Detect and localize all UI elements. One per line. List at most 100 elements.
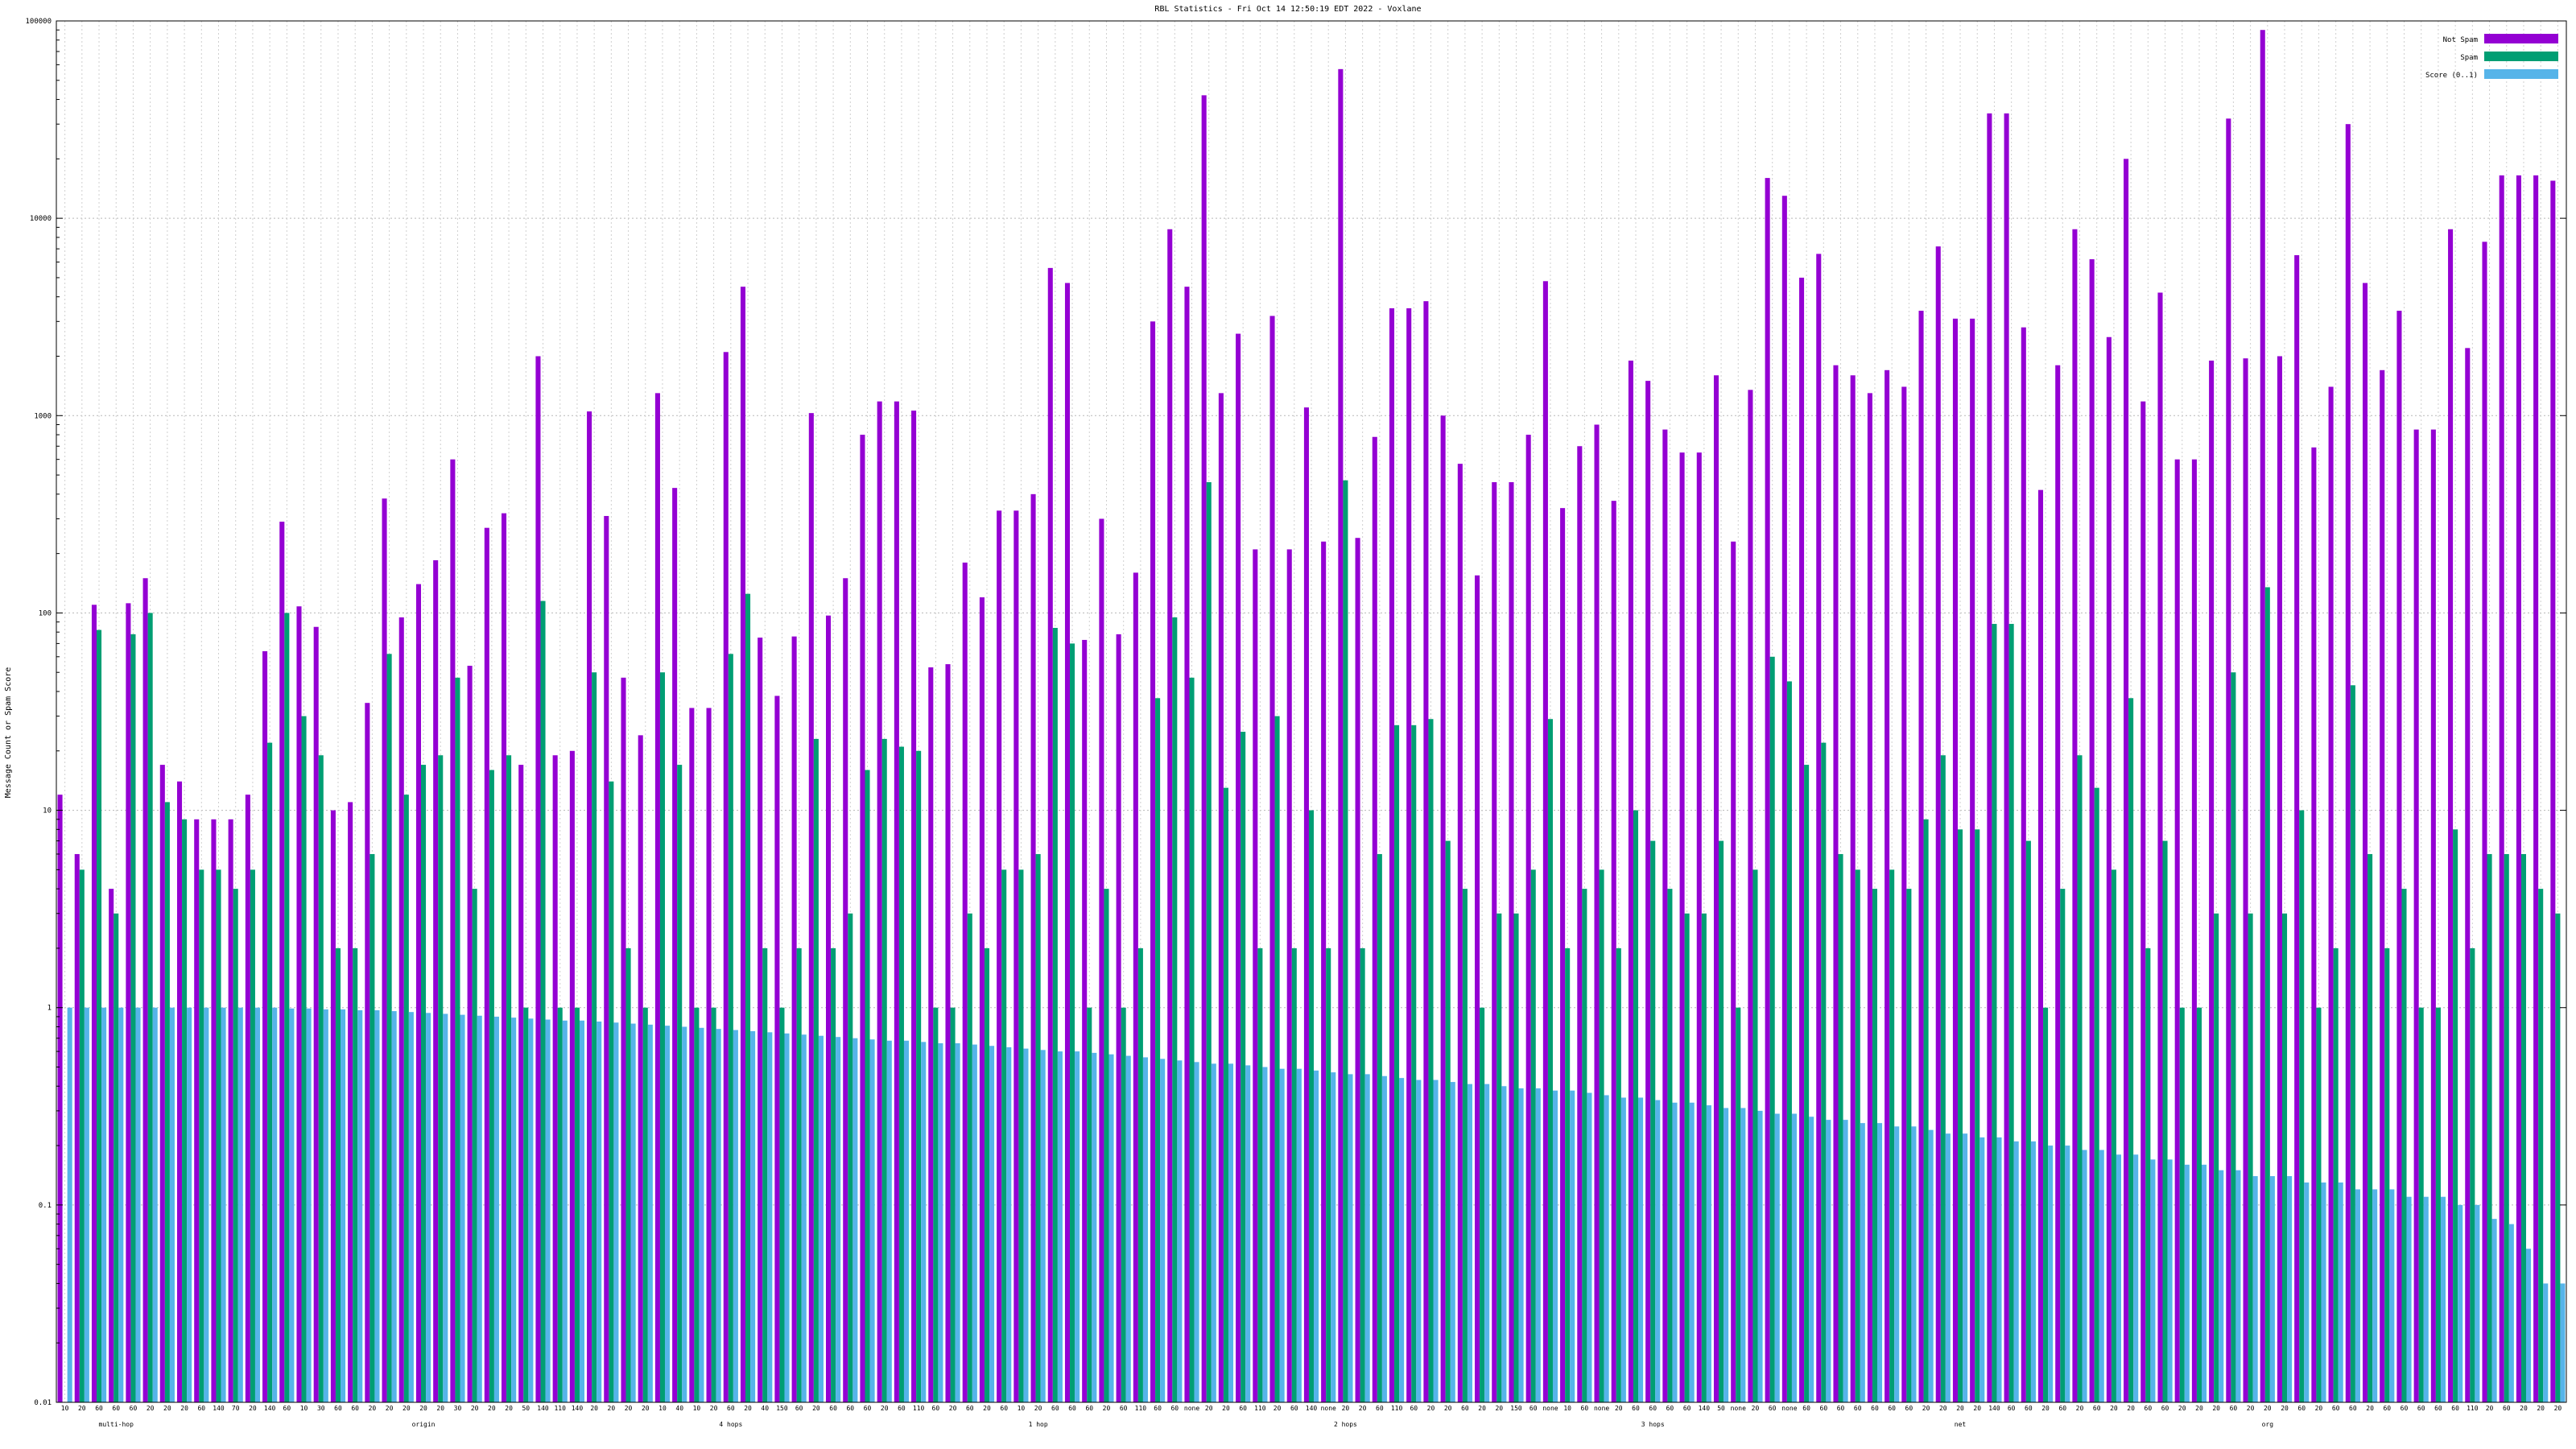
y-tick-label: 0.1: [39, 1202, 52, 1210]
bar-not-spam: [1885, 369, 1890, 1402]
x-category-label: 60: [1051, 1405, 1059, 1412]
bar-spam: [1121, 1007, 1126, 1402]
bar-not-spam: [758, 638, 763, 1402]
bar-not-spam: [1918, 310, 1924, 1403]
bar-not-spam: [997, 510, 1002, 1402]
bar-score: [2116, 1154, 2122, 1402]
bar-spam: [2401, 889, 2407, 1402]
bar-not-spam: [262, 650, 268, 1402]
bar-score: [306, 1008, 312, 1402]
legend-swatch: [2484, 52, 2558, 61]
x-axis-labels: 10 20 60 60 60 20 20 20 60 140 70 20 140 60 10 30 60 60 20…: [61, 1405, 2562, 1428]
x-category-label: 60: [130, 1405, 138, 1412]
bar-score: [2406, 1196, 2412, 1402]
bar-not-spam: [894, 401, 899, 1403]
bar-spam: [796, 947, 802, 1402]
bar-spam: [2538, 889, 2544, 1402]
bar-spam: [1906, 889, 1912, 1402]
bar-not-spam: [1901, 386, 1907, 1402]
x-category-label: 60: [2383, 1405, 2391, 1412]
bar-spam: [1360, 947, 1365, 1402]
bar-not-spam: [2533, 175, 2539, 1402]
bar-spam: [182, 819, 188, 1402]
bar-score: [1142, 1057, 1148, 1402]
bar-score: [1706, 1105, 1711, 1402]
bar-score: [1689, 1102, 1695, 1402]
bar-not-spam: [621, 677, 626, 1402]
bar-not-spam: [2174, 459, 2180, 1402]
bar-not-spam: [2465, 348, 2471, 1402]
bar-spam: [147, 613, 153, 1402]
x-category-label: 60: [864, 1405, 872, 1412]
x-category-label: 20: [1752, 1405, 1760, 1412]
bar-not-spam: [2072, 229, 2078, 1402]
x-category-label: 20: [642, 1405, 650, 1412]
bar-not-spam: [1218, 393, 1224, 1403]
x-category-label: 60: [1581, 1405, 1589, 1412]
x-category-label: 20: [249, 1405, 257, 1412]
x-category-label: 60: [2434, 1405, 2442, 1412]
x-category-note: multi-hop: [99, 1421, 134, 1428]
x-category-label: 60: [112, 1405, 120, 1412]
bar-score: [2475, 1204, 2480, 1402]
bar-spam: [1087, 1007, 1092, 1402]
x-category-label: 20: [1103, 1405, 1111, 1412]
x-category-label: 20: [147, 1405, 155, 1412]
bar-spam: [1786, 681, 1792, 1402]
bar-score: [955, 1042, 960, 1402]
bar-not-spam: [1560, 508, 1566, 1402]
x-category-label: 50: [522, 1405, 530, 1412]
x-category-note: origin: [412, 1421, 436, 1428]
bar-score: [1963, 1133, 1968, 1402]
x-category-note: 4 hops: [719, 1421, 742, 1428]
bar-not-spam: [843, 578, 848, 1402]
bar-spam: [2435, 1007, 2441, 1402]
x-category-label: 20: [1034, 1405, 1042, 1412]
bar-not-spam: [2209, 360, 2215, 1402]
bar-not-spam: [57, 795, 63, 1402]
bar-score: [1587, 1092, 1592, 1402]
bar-not-spam: [1577, 446, 1583, 1403]
x-category-label: 20: [2281, 1405, 2289, 1412]
bar-not-spam: [382, 498, 387, 1402]
bar-score: [135, 1007, 141, 1402]
x-category-label: 20: [2264, 1405, 2272, 1412]
bar-not-spam: [1799, 277, 1805, 1402]
x-category-label: 140: [1306, 1405, 1318, 1412]
bar-score: [903, 1040, 910, 1402]
bar-spam: [1274, 716, 1280, 1402]
bar-not-spam: [569, 750, 575, 1402]
bar-spam: [1872, 889, 1877, 1402]
x-category-label: 20: [1478, 1405, 1486, 1412]
x-category-note: 3 hops: [1641, 1421, 1665, 1428]
bar-spam: [2248, 913, 2253, 1402]
x-category-label: 60: [2058, 1405, 2066, 1412]
bar-score: [1450, 1082, 1455, 1402]
bar-not-spam: [1389, 308, 1395, 1402]
legend-swatch: [2484, 34, 2558, 43]
bar-score: [1075, 1051, 1080, 1402]
x-category-label: 60: [334, 1405, 342, 1412]
bar-score: [836, 1037, 841, 1402]
x-category-label: none: [1321, 1405, 1336, 1412]
bar-not-spam: [1047, 267, 1053, 1402]
bar-score: [699, 1027, 704, 1402]
bar-spam: [2008, 624, 2014, 1402]
bar-not-spam: [1321, 541, 1327, 1402]
bar-not-spam: [1406, 308, 1412, 1402]
bar-spam: [694, 1007, 700, 1402]
bar-not-spam: [1269, 316, 1275, 1403]
bar-score: [545, 1019, 551, 1402]
bar-spam: [1582, 889, 1587, 1402]
bar-score: [921, 1042, 927, 1402]
bar-score: [1860, 1123, 1865, 1402]
bar-not-spam: [279, 522, 285, 1403]
x-category-label: 110: [554, 1405, 566, 1412]
bar-not-spam: [911, 411, 917, 1402]
y-tick-label: 1000: [34, 412, 52, 420]
bar-score: [716, 1029, 721, 1402]
x-category-label: 60: [966, 1405, 974, 1412]
bar-not-spam: [723, 352, 729, 1403]
bar-spam: [1223, 787, 1228, 1402]
bar-not-spam: [689, 708, 695, 1402]
